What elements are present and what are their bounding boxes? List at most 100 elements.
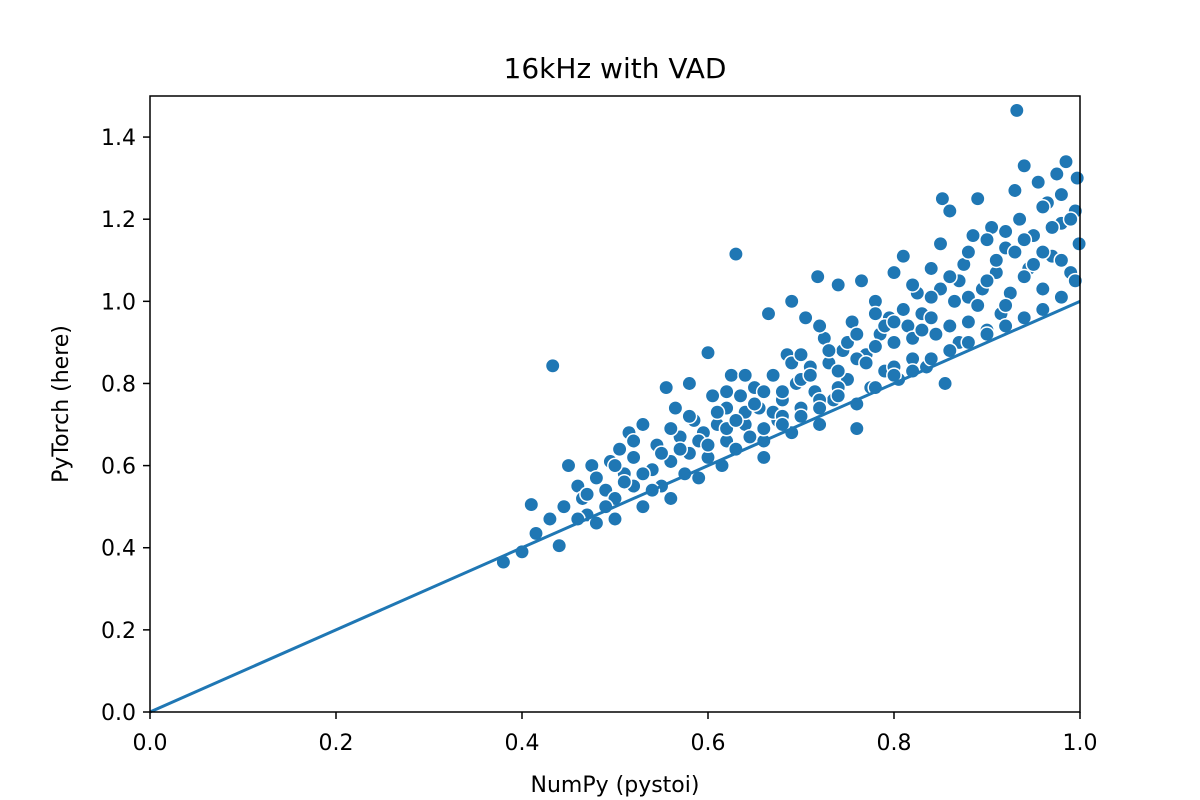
scatter-point xyxy=(830,387,847,404)
scatter-point xyxy=(755,420,772,437)
scatter-point xyxy=(969,190,986,207)
scatter-point xyxy=(755,449,772,466)
scatter-point xyxy=(662,420,679,437)
y-tick-label: 0.2 xyxy=(101,619,136,644)
scatter-point xyxy=(1006,244,1023,261)
y-tick-label: 0.6 xyxy=(101,455,136,480)
y-axis: 0.0 0.2 0.4 0.6 0.8 1.0 1.2 1.4 xyxy=(101,126,150,726)
scatter-point xyxy=(541,511,558,527)
y-tick-label: 0.0 xyxy=(101,701,136,726)
scatter-point xyxy=(848,326,865,343)
scatter-point xyxy=(886,264,902,281)
scatter-point xyxy=(1006,182,1023,199)
x-tick-label: 0.8 xyxy=(877,731,912,756)
scatter-point xyxy=(793,346,809,363)
scatter-point xyxy=(802,367,819,384)
scatter-point xyxy=(797,309,814,326)
y-tick-label: 1.4 xyxy=(101,126,136,151)
scatter-point xyxy=(718,383,735,400)
y-axis-label: PyTorch (here) xyxy=(49,325,74,483)
scatter-point xyxy=(848,420,865,437)
scatter-point xyxy=(1008,102,1025,119)
scatter-point xyxy=(1044,219,1061,236)
scatter-point xyxy=(625,433,642,449)
y-tick-label: 1.0 xyxy=(101,290,136,315)
scatter-point xyxy=(704,387,721,404)
scatter-point xyxy=(979,272,995,289)
scatter-point xyxy=(1030,174,1047,191)
scatter-point xyxy=(755,383,772,400)
chart-title: 16kHz with VAD xyxy=(504,52,727,85)
x-axis-label: NumPy (pystoi) xyxy=(531,773,700,798)
scatter-point xyxy=(1034,244,1051,261)
scatter-point xyxy=(830,276,847,293)
scatter-point xyxy=(811,318,828,334)
scatter-point xyxy=(700,344,716,361)
scatter-point xyxy=(1071,235,1088,252)
scatter-point xyxy=(1053,252,1070,269)
scatter-point xyxy=(732,387,749,404)
scatter-point xyxy=(853,272,870,289)
scatter-point xyxy=(960,313,977,330)
scatter-point xyxy=(737,367,754,384)
scatter-point xyxy=(616,474,633,490)
x-tick-label: 0.0 xyxy=(133,731,168,756)
x-tick-label: 0.2 xyxy=(319,731,354,756)
scatter-point xyxy=(923,309,940,326)
scatter-point xyxy=(607,511,623,527)
scatter-point xyxy=(937,375,954,392)
scatter-point xyxy=(1025,256,1042,273)
scatter-point xyxy=(700,437,716,454)
scatter-point xyxy=(988,252,1005,269)
reference-line xyxy=(149,299,1081,714)
scatter-point xyxy=(997,297,1014,314)
scatter-point xyxy=(1053,186,1070,203)
scatter-point xyxy=(783,293,800,310)
scatter-point xyxy=(774,383,791,400)
scatter-point xyxy=(653,445,670,462)
scatter-point xyxy=(809,268,826,285)
scatter-point xyxy=(904,276,921,293)
scatter-point xyxy=(830,363,847,380)
scatter-point xyxy=(544,357,561,374)
scatter-point xyxy=(765,367,782,384)
scatter-point xyxy=(681,375,698,392)
x-axis: 0.0 0.2 0.4 0.6 0.8 1.0 xyxy=(133,712,1098,756)
scatter-point xyxy=(681,408,698,425)
scatter-point xyxy=(965,227,981,244)
scatter-point xyxy=(946,293,963,310)
y-tick-label: 0.8 xyxy=(101,372,136,397)
scatter-point xyxy=(1062,211,1079,228)
scatter-point xyxy=(979,231,995,248)
scatter-point xyxy=(1069,170,1086,187)
scatter-point xyxy=(886,334,902,351)
scatter-point xyxy=(658,379,675,396)
scatter-point xyxy=(667,400,684,417)
scatter-point xyxy=(867,305,884,322)
scatter-point xyxy=(709,404,726,421)
scatter-point xyxy=(1067,272,1084,289)
scatter-point xyxy=(1011,211,1028,228)
scatter-point xyxy=(913,322,930,339)
scatter-point xyxy=(741,428,758,445)
scatter-point xyxy=(634,498,651,515)
scatter-point xyxy=(969,297,986,314)
scatter-point xyxy=(1016,231,1033,248)
plot-frame xyxy=(149,95,1081,713)
scatter-point xyxy=(662,490,679,507)
y-tick-label: 0.4 xyxy=(101,537,136,562)
scatter-point xyxy=(634,465,651,482)
scatter-point xyxy=(858,354,875,371)
scatter-point xyxy=(886,313,902,330)
scatter-point xyxy=(927,326,944,343)
scatter-point xyxy=(960,244,977,261)
scatter-point xyxy=(523,496,540,513)
scatter-point xyxy=(932,235,949,252)
scatter-point xyxy=(723,367,740,384)
x-tick-label: 1.0 xyxy=(1063,731,1098,756)
scatter-point xyxy=(923,260,940,277)
scatter-point xyxy=(895,301,912,318)
scatter-point xyxy=(1034,198,1051,215)
